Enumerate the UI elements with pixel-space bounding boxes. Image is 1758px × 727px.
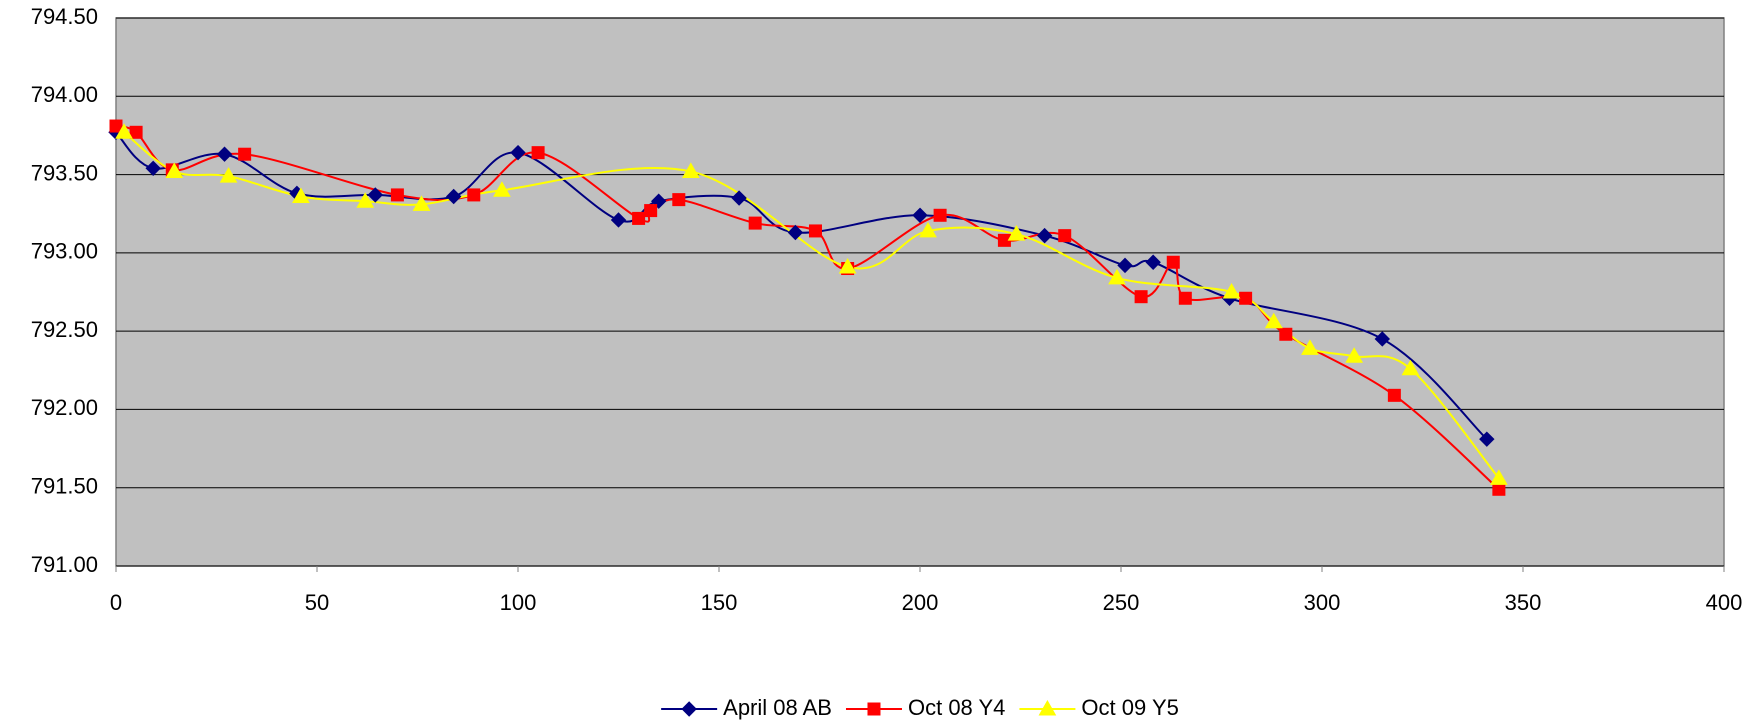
marker xyxy=(808,224,822,238)
legend-item: Oct 08 Y4 xyxy=(845,695,1005,720)
marker xyxy=(1401,359,1420,376)
marker xyxy=(1178,291,1192,305)
legend-label: Oct 09 Y5 xyxy=(1081,695,1178,720)
y-tick-label: 793.00 xyxy=(31,239,98,264)
y-tick-label: 791.50 xyxy=(31,474,98,499)
legend: April 08 AB Oct 08 Y4 Oct 09 Y5 xyxy=(661,695,1179,720)
marker xyxy=(1038,699,1057,716)
marker xyxy=(919,221,937,238)
marker xyxy=(787,224,804,241)
marker xyxy=(912,207,928,223)
marker xyxy=(445,188,462,205)
marker xyxy=(681,162,700,178)
marker xyxy=(1374,331,1391,347)
marker xyxy=(1007,225,1026,241)
marker xyxy=(1387,388,1401,402)
marker xyxy=(292,187,310,203)
marker xyxy=(632,211,646,225)
marker xyxy=(367,187,383,203)
marker xyxy=(1479,431,1495,447)
marker xyxy=(238,147,252,161)
marker xyxy=(933,208,947,222)
marker xyxy=(531,146,545,160)
marker xyxy=(1279,327,1293,341)
marker xyxy=(1134,290,1148,304)
x-tick-label: 200 xyxy=(902,590,939,615)
marker xyxy=(129,125,143,139)
marker xyxy=(672,193,686,207)
plot-area xyxy=(115,17,1725,567)
x-tick-label: 250 xyxy=(1103,590,1140,615)
marker xyxy=(1145,254,1161,270)
marker xyxy=(748,216,762,230)
marker xyxy=(1036,227,1053,244)
marker xyxy=(115,123,133,139)
x-tick-label: 350 xyxy=(1505,590,1542,615)
x-tick-label: 100 xyxy=(500,590,537,615)
marker xyxy=(1108,268,1126,285)
y-tick-label: 791.00 xyxy=(31,552,98,577)
y-tick-label: 792.00 xyxy=(31,395,98,420)
x-tick-label: 50 xyxy=(305,590,329,615)
marker xyxy=(1222,282,1241,299)
marker xyxy=(510,144,526,161)
marker xyxy=(610,212,627,228)
marker xyxy=(1490,469,1508,485)
legend-item: Oct 09 Y5 xyxy=(1019,695,1179,720)
marker xyxy=(681,701,697,717)
marker xyxy=(867,702,881,716)
marker xyxy=(165,162,184,178)
marker xyxy=(412,195,431,211)
marker xyxy=(493,181,511,197)
legend-label: Oct 08 Y4 xyxy=(908,695,1005,720)
marker xyxy=(216,146,233,162)
marker xyxy=(644,204,658,218)
y-tick-label: 793.50 xyxy=(31,160,98,185)
y-tick-label: 794.00 xyxy=(31,82,98,107)
marker xyxy=(1239,291,1253,305)
marker xyxy=(1117,257,1133,274)
x-tick-label: 0 xyxy=(110,590,122,615)
marker xyxy=(219,167,238,183)
marker xyxy=(838,257,857,274)
y-tick-label: 794.50 xyxy=(31,4,98,29)
x-tick-label: 300 xyxy=(1304,590,1341,615)
legend-item: April 08 AB xyxy=(661,695,832,720)
marker xyxy=(731,190,747,206)
marker xyxy=(109,119,123,133)
x-tick-label: 150 xyxy=(701,590,738,615)
marker xyxy=(390,188,404,202)
marker xyxy=(1166,255,1180,269)
marker xyxy=(467,188,481,202)
marker xyxy=(1058,229,1072,243)
marker xyxy=(1264,312,1283,329)
marker xyxy=(1492,482,1506,496)
legend-label: April 08 AB xyxy=(723,695,832,720)
marker xyxy=(1301,339,1319,355)
marker xyxy=(1345,347,1364,363)
x-tick-label: 400 xyxy=(1706,590,1743,615)
y-tick-label: 792.50 xyxy=(31,317,98,342)
marker xyxy=(145,160,161,177)
marker xyxy=(356,192,375,208)
